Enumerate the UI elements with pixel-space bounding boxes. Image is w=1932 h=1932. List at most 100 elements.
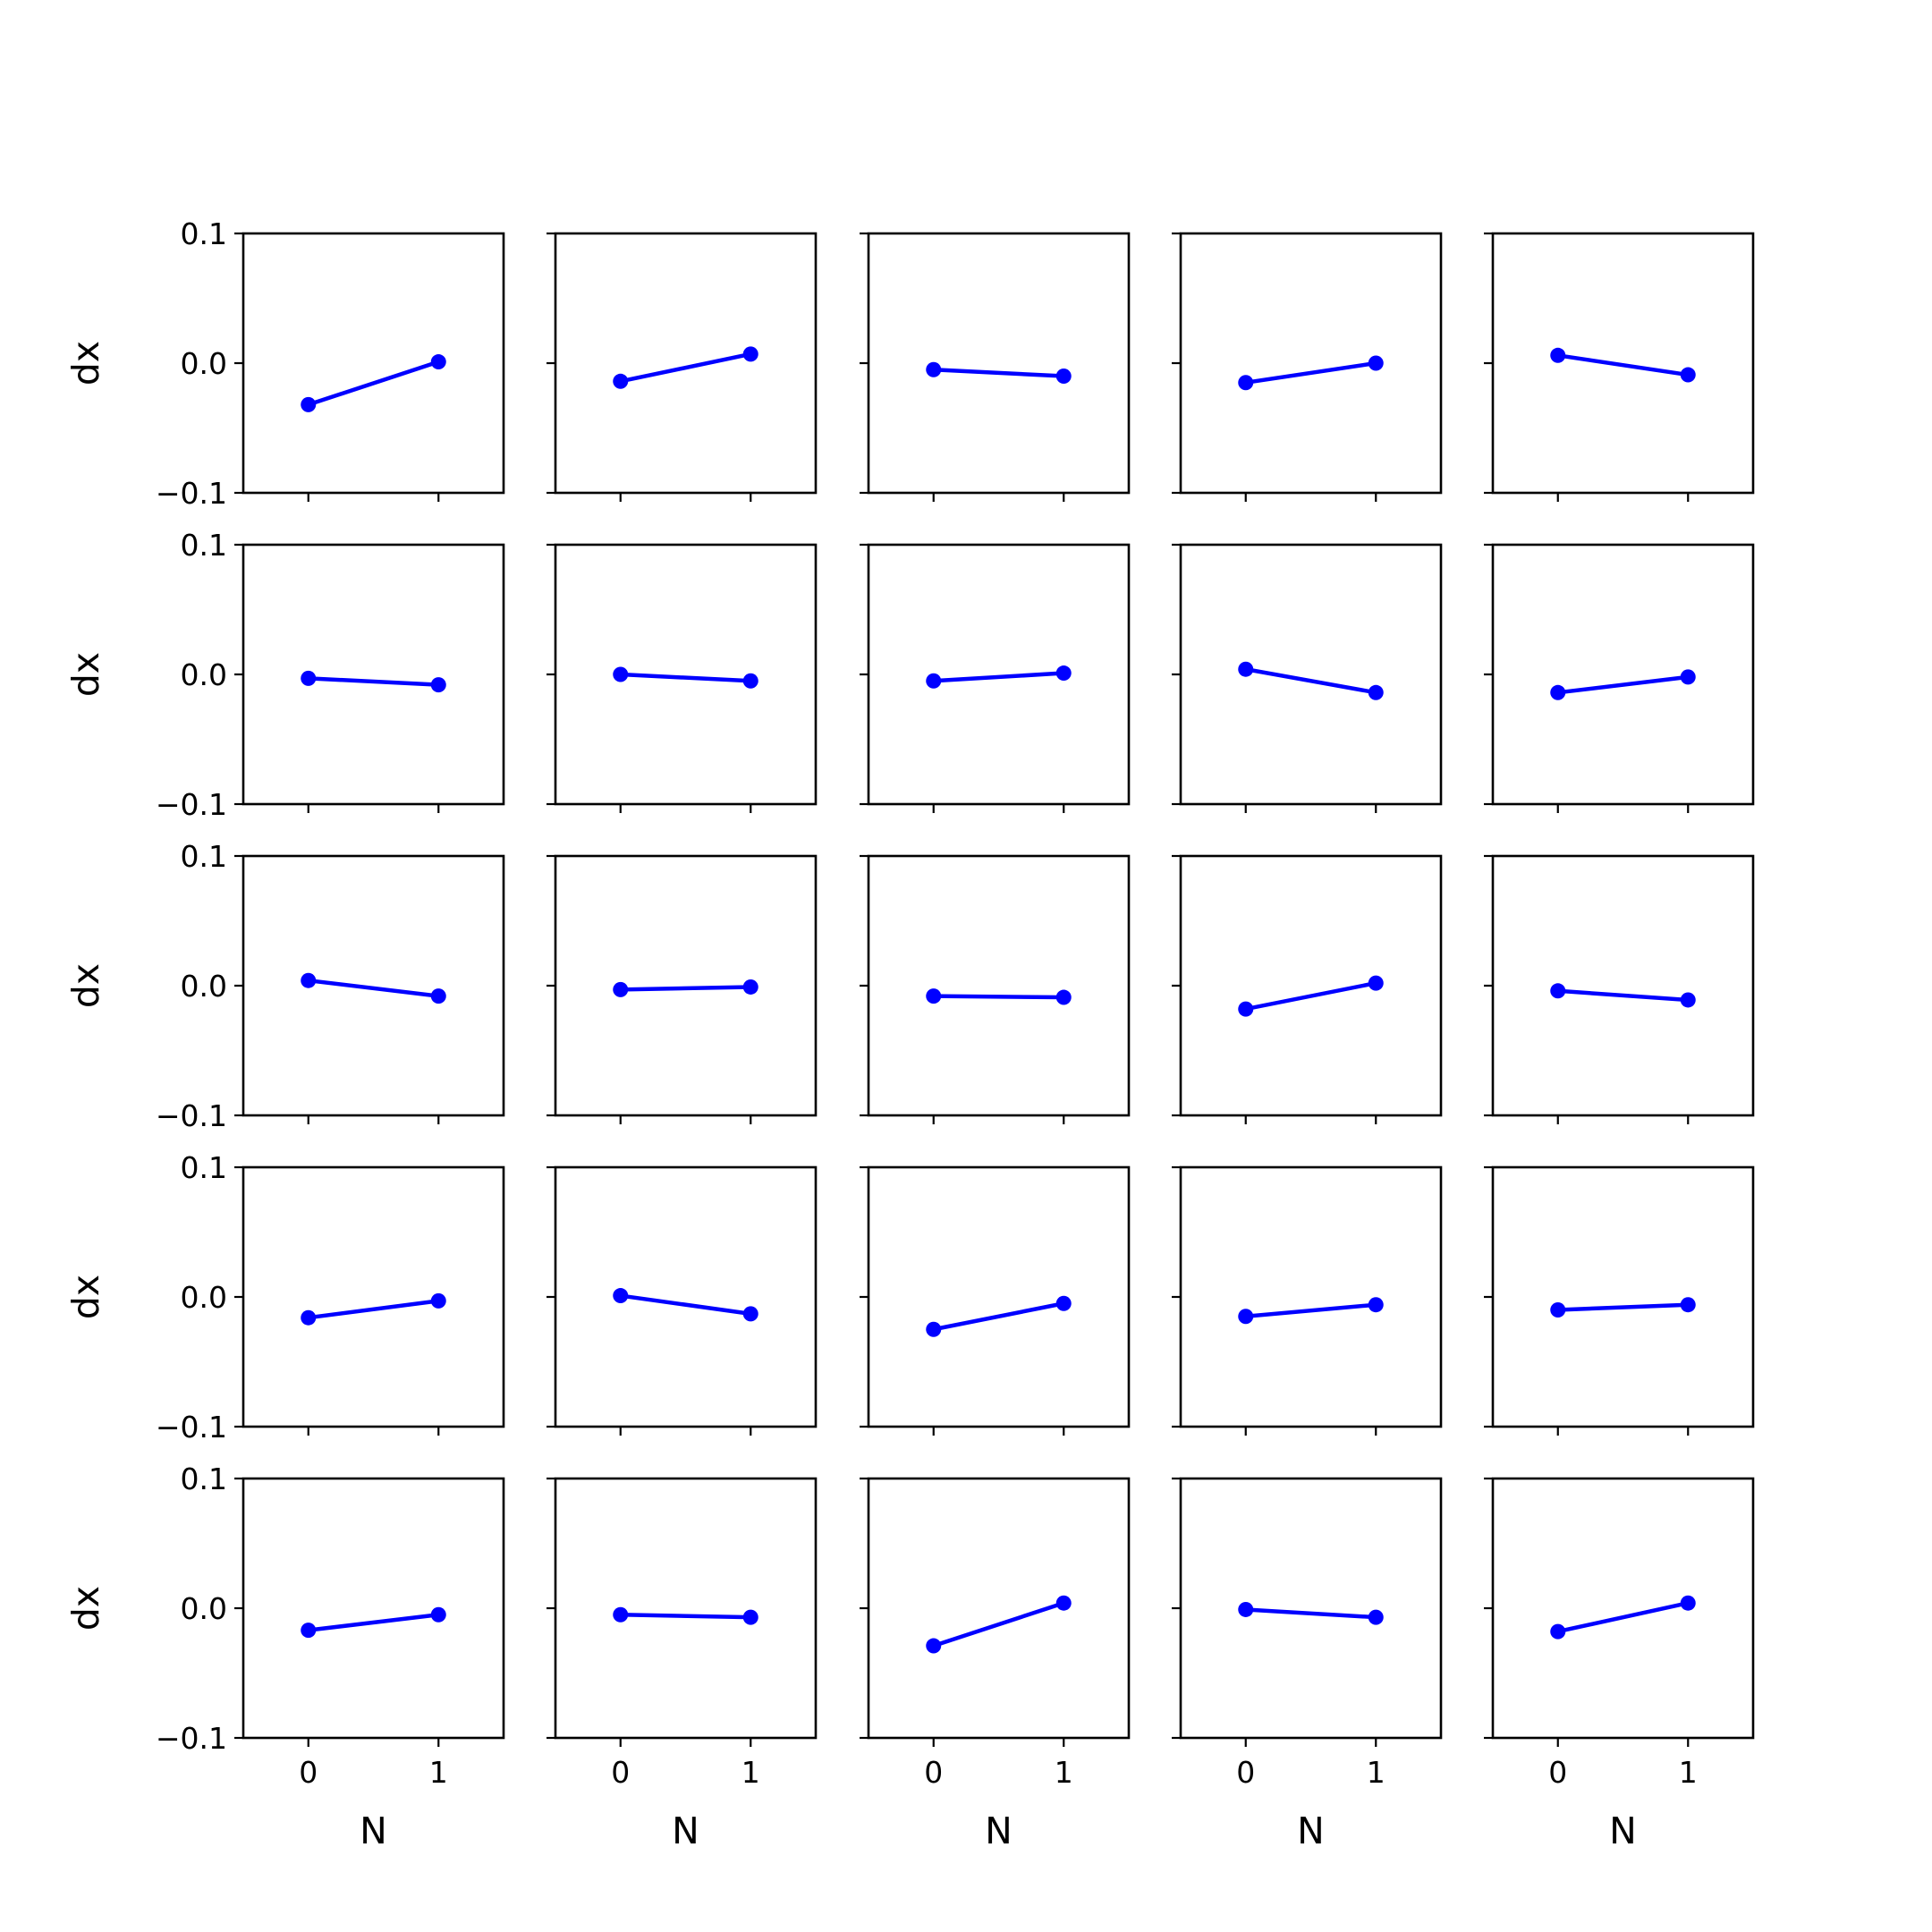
panel-1-1: −0.1 0.0 0.1 dx (64, 216, 505, 511)
x-axis-label: N (1297, 1809, 1325, 1852)
panel-4-1: −0.1 0.0 0.1 dx (64, 1150, 505, 1445)
data-point (1550, 983, 1566, 999)
y-tick-label: −0.1 (156, 1721, 227, 1756)
data-point (1680, 1297, 1696, 1313)
x-axis-label: N (1609, 1809, 1637, 1852)
panel-4-5 (1484, 1165, 1755, 1436)
data-point (430, 677, 446, 693)
series-line (620, 352, 751, 384)
data-point (1368, 975, 1384, 991)
data-point (742, 1609, 758, 1625)
data-point (926, 988, 942, 1004)
y-tick-label: 0.1 (181, 839, 227, 874)
data-point (1055, 1295, 1072, 1311)
y-tick-label: 0.0 (181, 969, 227, 1004)
data-point (1680, 669, 1696, 685)
x-axis-label: N (985, 1809, 1013, 1852)
series-line (1557, 1601, 1689, 1634)
data-point (1238, 1309, 1254, 1325)
series-line (1557, 353, 1689, 377)
y-tick-label: −0.1 (156, 1098, 227, 1133)
data-point (1550, 347, 1566, 363)
series-line (1245, 1302, 1377, 1318)
series-line (308, 978, 439, 998)
data-point (613, 1288, 629, 1304)
data-point (926, 361, 942, 377)
panel-3-5 (1484, 854, 1755, 1124)
y-tick-label: 0.1 (181, 1462, 227, 1496)
panel-5-2: 0 1 N (547, 1477, 818, 1852)
data-point (613, 666, 629, 682)
x-tick-label: 0 (1548, 1755, 1567, 1790)
panel-5-1: 0 1 −0.1 0.0 0.1 dx N (64, 1462, 505, 1852)
panel-2-4 (1172, 543, 1443, 813)
panel-1-4 (1172, 232, 1443, 502)
x-axis-label: N (360, 1809, 387, 1852)
x-tick-label: 0 (924, 1755, 943, 1790)
panel-1-2 (547, 232, 818, 502)
y-axis-label: dx (64, 1275, 107, 1319)
data-point (1238, 1601, 1254, 1617)
data-point (742, 1306, 758, 1322)
data-point (301, 972, 317, 988)
panel-4-2 (547, 1165, 818, 1436)
series-line (620, 1613, 751, 1620)
series-line (933, 368, 1064, 378)
series-line (933, 1601, 1064, 1648)
data-point (1550, 1302, 1566, 1318)
data-point (613, 373, 629, 389)
data-point (1368, 355, 1384, 371)
data-point (1368, 1609, 1384, 1625)
data-point (1680, 992, 1696, 1008)
panel-2-1: −0.1 0.0 0.1 dx (64, 528, 505, 822)
panel-3-2 (547, 854, 818, 1124)
series-line (1557, 988, 1689, 1003)
y-tick-label: −0.1 (156, 787, 227, 822)
data-point (1680, 1595, 1696, 1611)
panel-2-5 (1484, 543, 1755, 813)
y-axis-label: dx (64, 1586, 107, 1631)
data-point (1550, 684, 1566, 700)
y-tick-label: 0.0 (181, 657, 227, 692)
panel-1-5 (1484, 232, 1755, 502)
data-point (430, 988, 446, 1004)
data-point (1238, 375, 1254, 391)
data-point (1055, 665, 1072, 682)
x-tick-label: 1 (429, 1755, 448, 1790)
panel-5-5: 0 1 N (1484, 1477, 1755, 1852)
x-tick-label: 0 (299, 1755, 318, 1790)
data-point (1238, 1001, 1254, 1017)
data-point (301, 1309, 317, 1326)
data-point (613, 981, 629, 997)
data-point (926, 1321, 942, 1337)
series-line (1245, 360, 1377, 385)
series-line (1557, 1302, 1689, 1312)
x-tick-label: 1 (1367, 1755, 1385, 1790)
y-axis-label: dx (64, 963, 107, 1008)
x-tick-label: 1 (1055, 1755, 1073, 1790)
data-point (301, 396, 317, 412)
y-tick-label: 0.0 (181, 1591, 227, 1626)
series-line (933, 994, 1064, 1000)
panel-5-3: 0 1 N (860, 1477, 1131, 1852)
y-tick-label: 0.0 (181, 346, 227, 381)
x-tick-label: 0 (611, 1755, 630, 1790)
data-point (1368, 684, 1384, 700)
x-tick-label: 1 (741, 1755, 760, 1790)
panel-4-3 (860, 1165, 1131, 1436)
data-point (742, 673, 758, 689)
data-point (742, 346, 758, 362)
series-line (308, 676, 439, 687)
data-point (926, 1638, 942, 1654)
data-point (613, 1606, 629, 1623)
data-point (430, 354, 446, 370)
y-tick-label: 0.1 (181, 216, 227, 251)
series-line (620, 1293, 751, 1317)
series-line (308, 360, 439, 407)
data-point (301, 1623, 317, 1639)
panel-4-4 (1172, 1165, 1443, 1436)
series-line (1245, 980, 1377, 1012)
data-point (1055, 1595, 1072, 1611)
panel-3-3 (860, 854, 1131, 1124)
